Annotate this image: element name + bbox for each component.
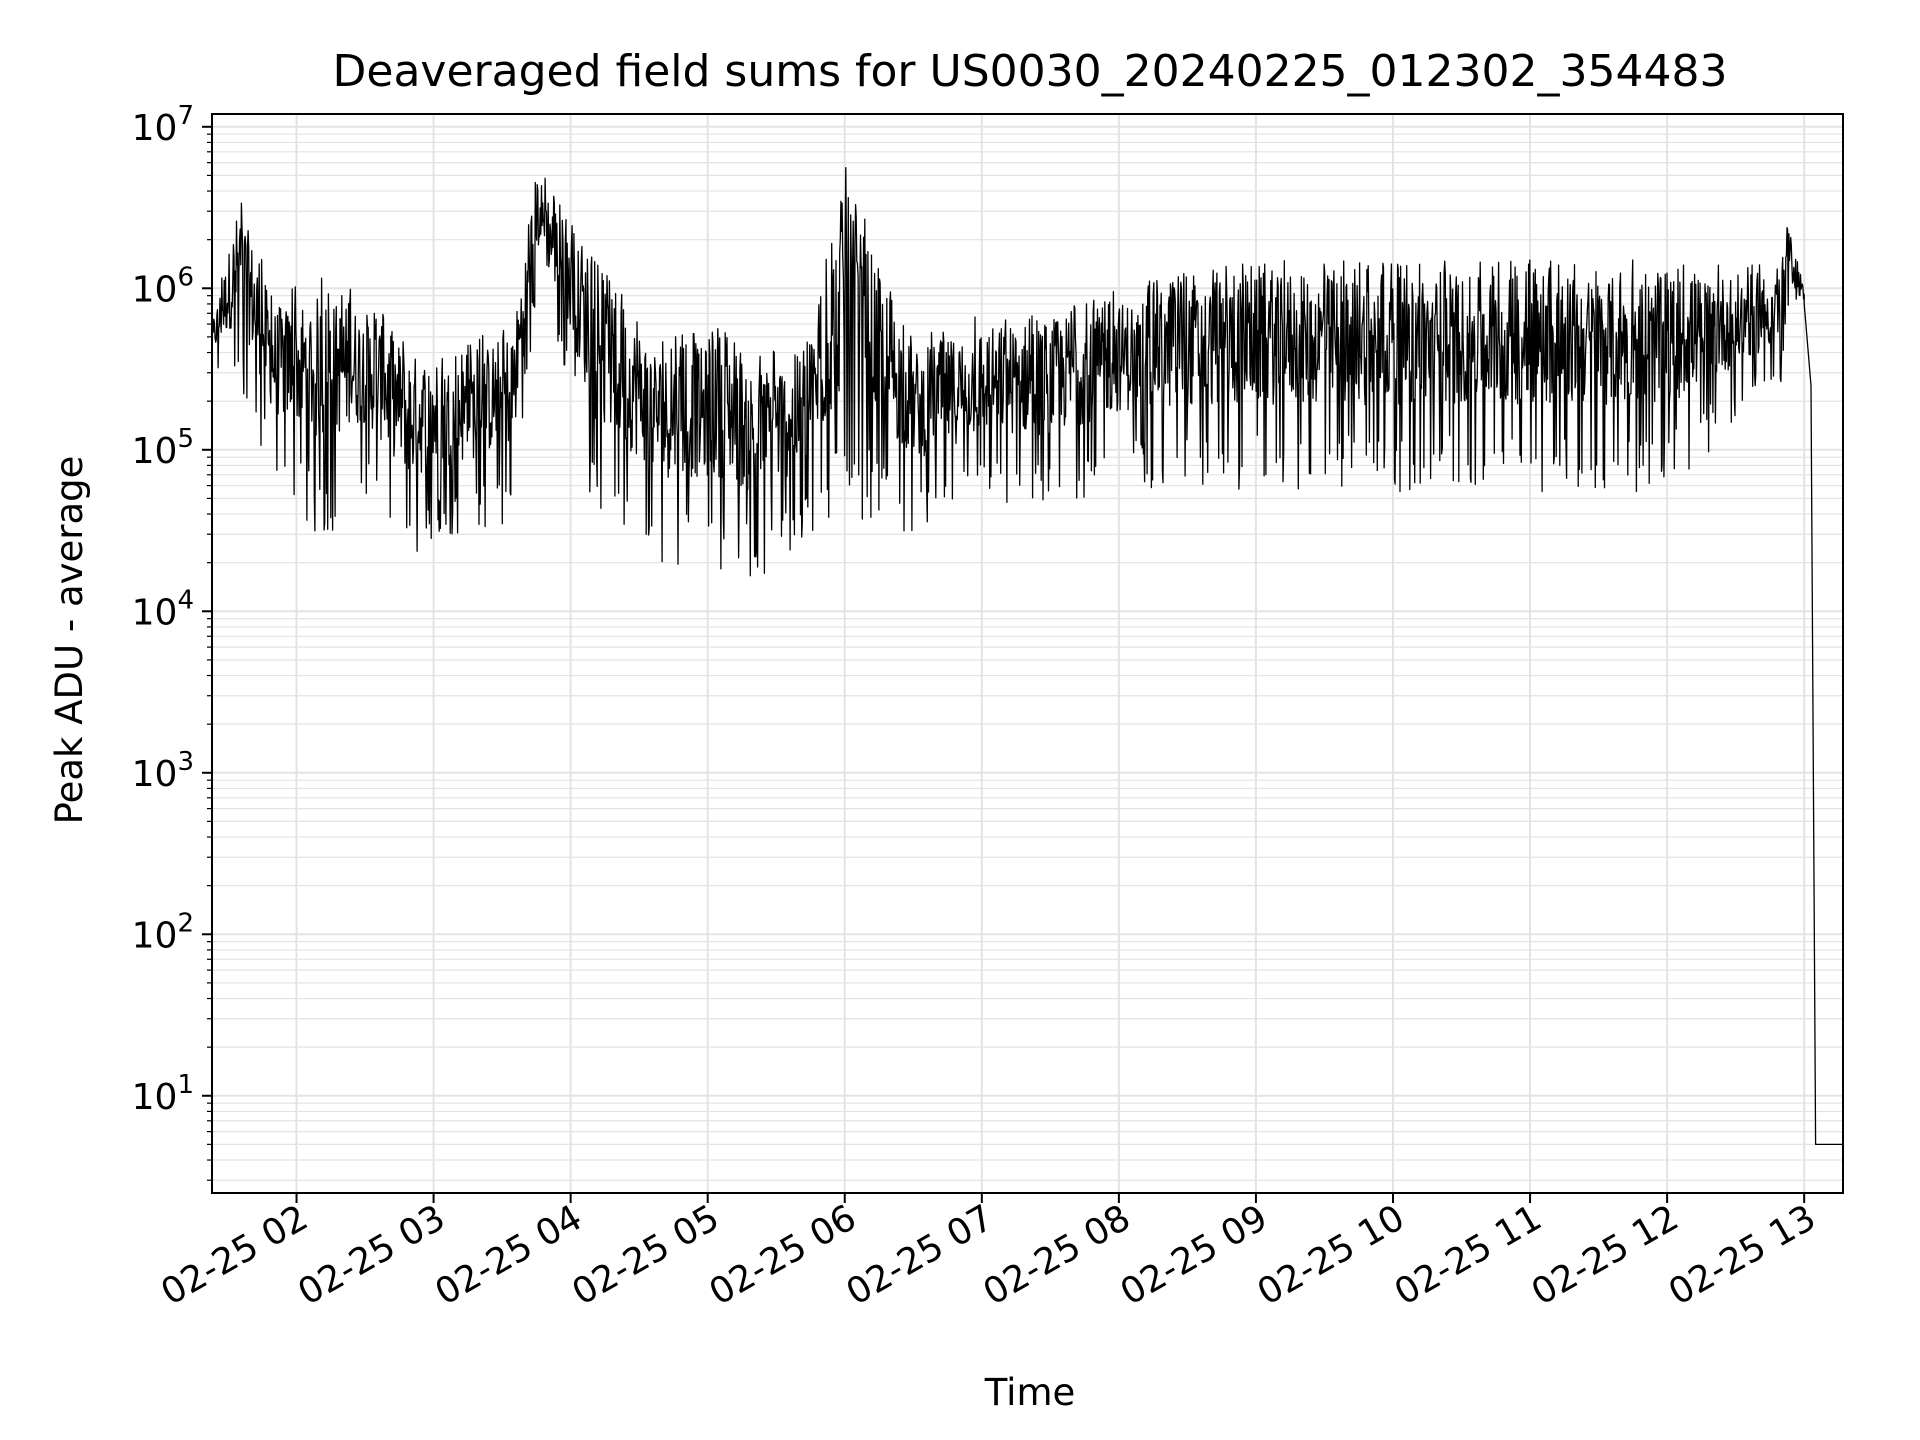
series-line [211,167,1843,1146]
y-tick-label: 105 [132,424,194,472]
series-layer [211,167,1843,1146]
y-axis-label: Peak ADU - average [48,456,91,825]
ticks [202,125,1806,1203]
y-tick-label: 101 [132,1070,194,1118]
x-axis-label: Time [984,1371,1076,1414]
chart-title: Deaveraged field sums for US0030_2024022… [333,46,1728,97]
y-tick-label: 102 [132,908,194,956]
plot-frame [211,113,1844,1194]
y-tick-label: 104 [132,585,194,633]
y-tick-label: 103 [132,747,194,795]
grid [212,114,1843,1193]
y-tick-label: 106 [132,262,194,310]
y-tick-label: 107 [132,101,194,149]
